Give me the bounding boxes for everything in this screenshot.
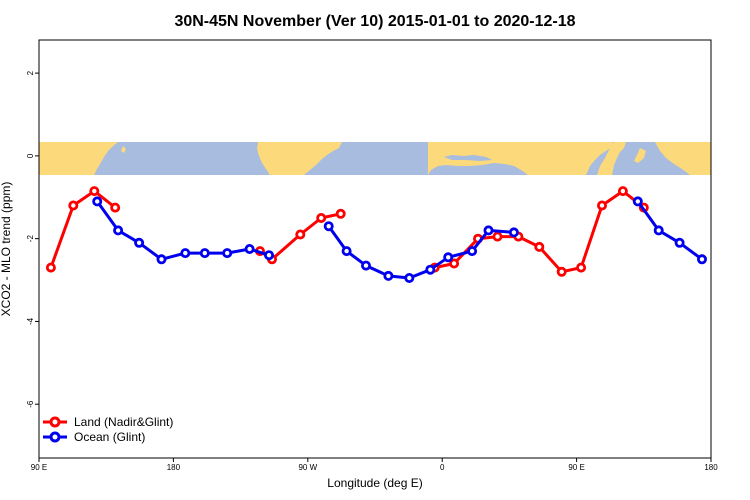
y-tick-label: -2 bbox=[26, 235, 35, 243]
y-tick-label: -4 bbox=[26, 317, 35, 325]
data-point bbox=[467, 246, 478, 257]
plot-frame bbox=[38, 39, 712, 459]
legend-item-ocean: Ocean (Glint) bbox=[43, 430, 145, 444]
series-line bbox=[636, 200, 703, 261]
data-point bbox=[483, 225, 494, 236]
data-point bbox=[556, 266, 567, 277]
x-axis-label: Longitude (deg E) bbox=[327, 476, 422, 490]
data-point bbox=[632, 196, 643, 207]
legend: Land (Nadir&Glint) Ocean (Glint) bbox=[43, 415, 173, 444]
data-point bbox=[335, 208, 346, 219]
land-north-america-main bbox=[257, 142, 342, 175]
data-point bbox=[68, 200, 79, 211]
chart-title: 30N-45N November (Ver 10) 2015-01-01 to … bbox=[174, 13, 575, 30]
data-point bbox=[443, 252, 454, 263]
data-point bbox=[134, 237, 145, 248]
data-point bbox=[674, 237, 685, 248]
legend-item-land: Land (Nadir&Glint) bbox=[43, 415, 173, 429]
series-line bbox=[327, 225, 515, 280]
data-point bbox=[323, 221, 334, 232]
data-point bbox=[597, 200, 608, 211]
series-ocean bbox=[92, 196, 708, 283]
data-point bbox=[341, 246, 352, 257]
land-mediterranean-gap bbox=[444, 155, 492, 161]
legend-label-land: Land (Nadir&Glint) bbox=[74, 415, 173, 429]
legend-marker-ocean bbox=[49, 431, 61, 443]
data-point bbox=[199, 248, 210, 259]
land-north-america-east bbox=[655, 142, 711, 175]
series-layer bbox=[45, 186, 708, 283]
data-point bbox=[222, 248, 233, 259]
data-point bbox=[404, 272, 415, 283]
world-map-strip bbox=[39, 142, 711, 175]
land-north-america bbox=[39, 142, 118, 175]
data-point bbox=[110, 202, 121, 213]
data-point bbox=[617, 186, 628, 197]
land-asia-west bbox=[121, 146, 126, 153]
x-tick-label: 180 bbox=[704, 463, 718, 472]
data-point bbox=[263, 250, 274, 261]
data-point bbox=[92, 196, 103, 207]
data-point bbox=[45, 262, 56, 273]
land-japan bbox=[634, 148, 646, 163]
x-tick-label: 90 W bbox=[298, 463, 317, 472]
x-axis: 90 E 180 90 W 0 90 E 180 bbox=[31, 458, 718, 472]
y-tick-label: 2 bbox=[26, 70, 35, 75]
data-point bbox=[156, 254, 167, 265]
data-point bbox=[653, 225, 664, 236]
data-point bbox=[697, 254, 708, 265]
data-point bbox=[576, 262, 587, 273]
series-line bbox=[49, 189, 117, 269]
y-tick-label: -6 bbox=[26, 400, 35, 408]
x-tick-label: 90 E bbox=[31, 463, 47, 472]
data-point bbox=[295, 229, 306, 240]
data-point bbox=[508, 227, 519, 238]
data-point bbox=[113, 225, 124, 236]
data-point bbox=[534, 241, 545, 252]
data-point bbox=[425, 264, 436, 275]
data-point bbox=[492, 231, 503, 242]
x-tick-label: 90 E bbox=[568, 463, 584, 472]
y-axis: 2 0 -2 -4 -6 bbox=[26, 70, 39, 408]
data-point bbox=[89, 186, 100, 197]
series-land bbox=[45, 186, 649, 277]
legend-marker-land bbox=[49, 416, 61, 428]
x-tick-label: 180 bbox=[167, 463, 181, 472]
y-axis-label: XCO2 - MLO trend (ppm) bbox=[0, 182, 13, 317]
legend-label-ocean: Ocean (Glint) bbox=[74, 430, 145, 444]
y-tick-label: 0 bbox=[26, 153, 35, 158]
land-east-asia bbox=[597, 142, 626, 175]
land-eurasia-africa bbox=[428, 142, 613, 175]
data-point bbox=[180, 248, 191, 259]
data-point bbox=[449, 258, 460, 269]
x-tick-label: 0 bbox=[440, 463, 445, 472]
data-point bbox=[360, 260, 371, 271]
data-point bbox=[383, 270, 394, 281]
data-point bbox=[316, 212, 327, 223]
series-line bbox=[434, 189, 645, 274]
data-point bbox=[244, 243, 255, 254]
